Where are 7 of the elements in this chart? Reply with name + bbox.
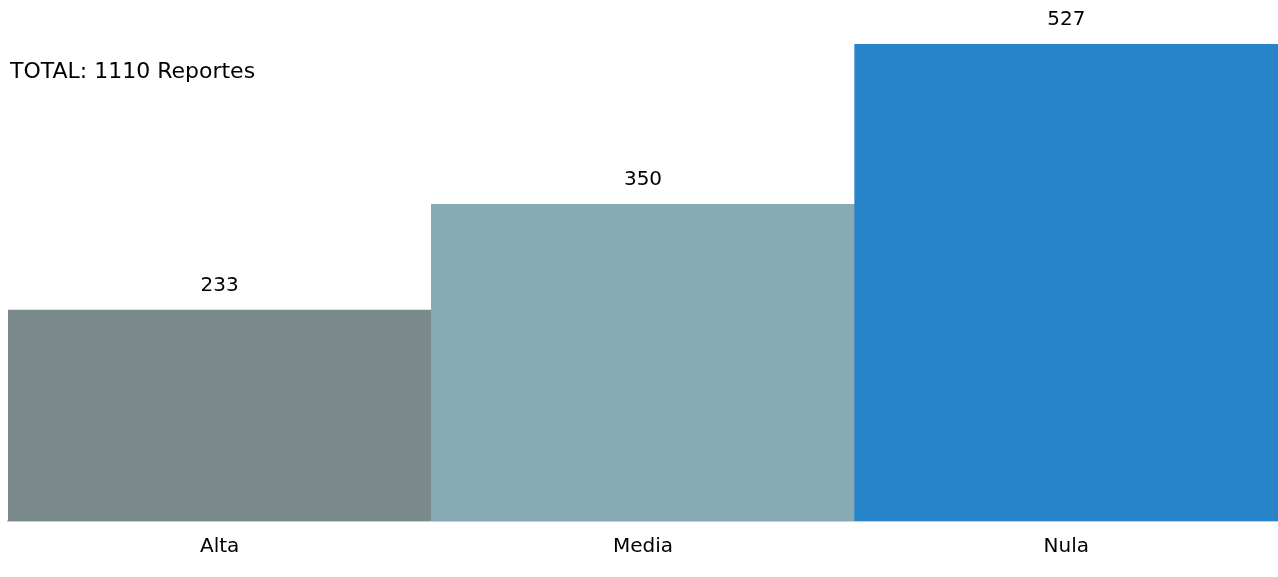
data-label: 527 <box>1047 6 1086 31</box>
x-tick-label: Media <box>612 533 674 558</box>
x-tick-label: Nula <box>1043 533 1090 558</box>
data-label: 350 <box>623 166 663 191</box>
x-tick-label: Alta <box>199 533 240 558</box>
data-label: 233 <box>200 272 239 297</box>
annotation: TOTAL: 1110 Reportes <box>9 57 256 83</box>
